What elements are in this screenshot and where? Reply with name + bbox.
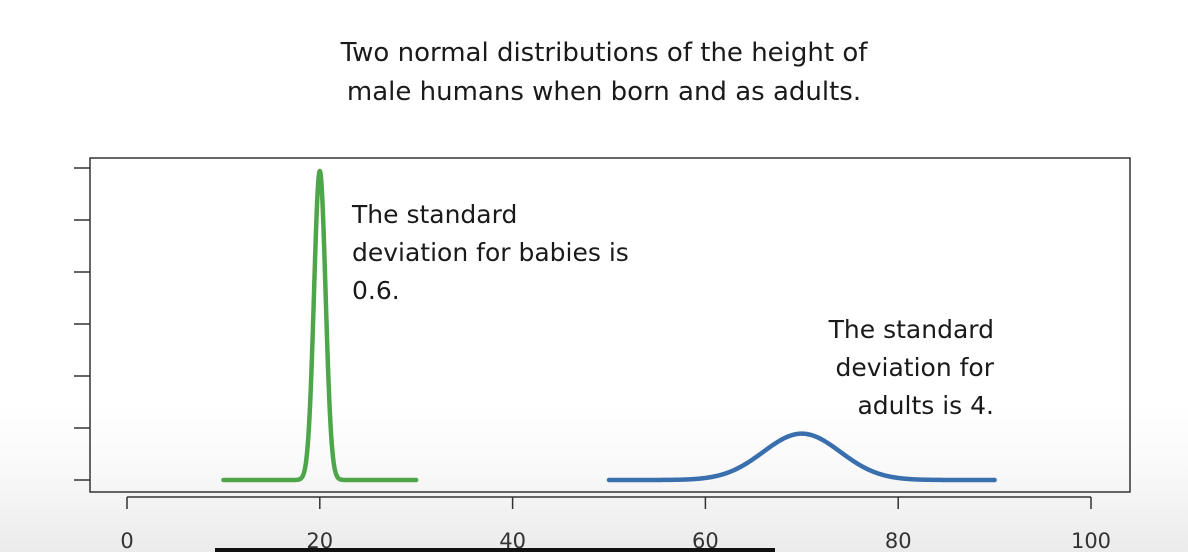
video-progress-bar[interactable] bbox=[215, 548, 775, 552]
x-axis: 0 20 40 60 80 100 bbox=[120, 497, 1111, 552]
chart-title-line-1: Two normal distributions of the height o… bbox=[340, 38, 868, 68]
y-axis bbox=[74, 167, 90, 481]
annotation-adults-line-3: adults is 4. bbox=[857, 391, 994, 420]
annotation-adults-line-2: deviation for bbox=[835, 353, 994, 382]
annotation-babies-line-3: 0.6. bbox=[352, 276, 400, 305]
chart-title: Two normal distributions of the height o… bbox=[0, 34, 1188, 112]
chart-title-line-2: male humans when born and as adults. bbox=[346, 77, 862, 107]
annotation-babies-line-1: The standard bbox=[352, 200, 518, 229]
annotation-babies-line-2: deviation for babies is bbox=[352, 238, 629, 267]
plot-frame bbox=[89, 157, 1131, 493]
annotation-adults: The standard deviation for adults is 4. bbox=[700, 311, 994, 425]
series-group bbox=[221, 168, 997, 483]
x-tick-label-40: 40 bbox=[499, 529, 526, 552]
x-tick-label-100: 100 bbox=[1071, 529, 1111, 552]
x-tick-label-0: 0 bbox=[120, 529, 133, 552]
x-tick-label-80: 80 bbox=[885, 529, 912, 552]
series-line-1 bbox=[606, 431, 997, 483]
series-line-0 bbox=[221, 168, 419, 483]
x-tick-label-60: 60 bbox=[692, 529, 719, 552]
x-tick-label-20: 20 bbox=[306, 529, 333, 552]
annotation-babies: The standard deviation for babies is 0.6… bbox=[352, 196, 629, 310]
annotation-adults-line-1: The standard bbox=[828, 315, 994, 344]
